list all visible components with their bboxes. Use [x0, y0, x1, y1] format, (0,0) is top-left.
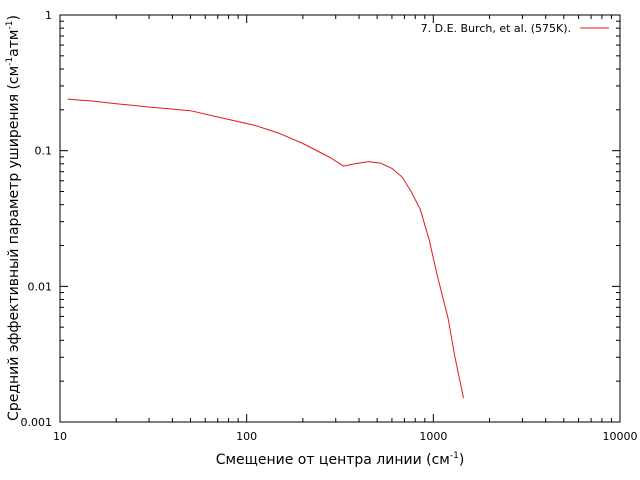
y-axis-title: Средний эффективный параметр уширения (с… — [5, 15, 22, 421]
x-axis-ticks: 10 100 1000 10000 — [53, 15, 638, 443]
y-tick-label: 0.001 — [21, 416, 53, 429]
y-axis-ticks: 0.001 0.01 0.1 1 — [21, 9, 620, 429]
plot-frame — [59, 14, 621, 423]
y-tick-label: 0.1 — [35, 145, 53, 158]
series-layer — [67, 98, 464, 399]
x-tick-label: 1000 — [419, 430, 447, 443]
x-tick-label: 10 — [53, 430, 67, 443]
x-tick-label: 100 — [236, 430, 257, 443]
y-tick-label: 0.01 — [28, 280, 53, 293]
x-tick-label: 10000 — [603, 430, 638, 443]
legend-label: 7. D.E. Burch, et al. (575K). — [421, 22, 571, 35]
series-line — [67, 98, 464, 399]
y-tick-label: 1 — [45, 9, 52, 22]
x-axis-title: Смещение от центра линии (см-1) — [216, 451, 465, 468]
legend: 7. D.E. Burch, et al. (575K). — [421, 22, 609, 35]
